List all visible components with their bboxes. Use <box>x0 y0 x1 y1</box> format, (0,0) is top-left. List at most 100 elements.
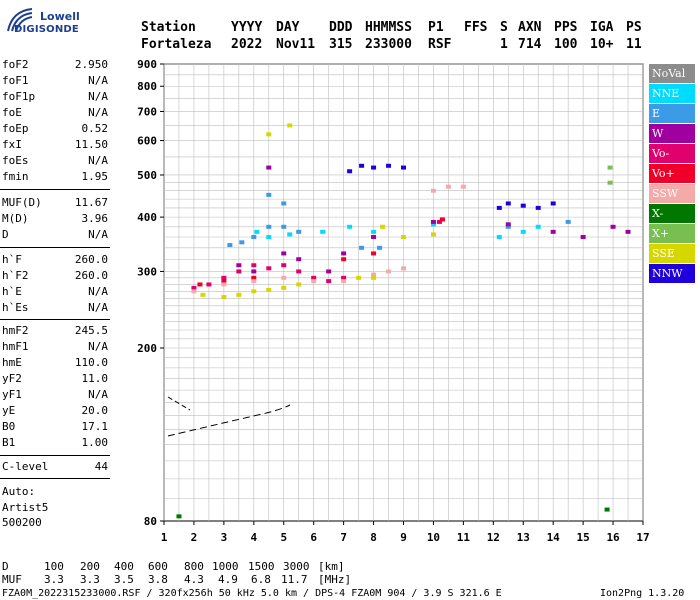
param-label: B0 <box>2 420 16 433</box>
y-tick-label: 900 <box>137 58 157 71</box>
echo-traces <box>176 123 631 519</box>
x-tick-label: 10 <box>427 531 440 544</box>
virtual-height-profile-line <box>167 404 291 437</box>
param-label: foEp <box>2 122 29 135</box>
header-iga-value: 10+ <box>590 37 614 52</box>
param-label: MUF(D) <box>2 196 42 209</box>
x-tick-label: 1 <box>161 531 168 544</box>
echo-point <box>281 285 287 290</box>
echo-point <box>287 123 293 128</box>
muf-value: 3.8 <box>148 573 168 586</box>
echo-point <box>430 222 436 227</box>
y-tick-label: 800 <box>137 80 157 93</box>
legend-item-x-plus: X+ <box>649 224 695 243</box>
param-row: B0 17.1 <box>2 419 108 435</box>
x-tick-label: 17 <box>636 531 649 544</box>
param-row: h`Es N/A <box>2 300 108 316</box>
echo-point <box>625 229 631 234</box>
distance-value: 600 <box>148 560 168 573</box>
auto-code: 500200 <box>2 516 42 529</box>
header-yyyy-label: YYYY <box>231 20 263 35</box>
echo-point <box>377 245 383 250</box>
echo-point <box>287 232 293 237</box>
param-row: yF2 11.0 <box>2 371 108 387</box>
series-vo- <box>191 219 442 290</box>
series-vo- <box>197 217 445 287</box>
panel-divider <box>0 319 110 320</box>
param-label: hmF1 <box>2 340 29 353</box>
x-tick-label: 4 <box>251 531 258 544</box>
legend-item-nnw: NNW <box>649 264 695 283</box>
header-station-label: Station <box>141 20 196 35</box>
param-value: 20.0 <box>81 404 109 417</box>
legend-item-vo-plus: Vo+ <box>649 164 695 183</box>
echo-point <box>221 275 227 280</box>
panel-divider <box>0 478 110 479</box>
header-p1-value: RSF <box>428 37 452 52</box>
series-e <box>227 192 571 250</box>
param-value: N/A <box>88 90 108 103</box>
header-day-value: Nov11 <box>276 37 316 52</box>
echo-point <box>565 219 571 224</box>
x-tick-label: 3 <box>221 531 228 544</box>
distance-value: 200 <box>80 560 100 573</box>
series-nnw <box>347 163 556 210</box>
param-label: fmin <box>2 170 29 183</box>
param-value: N/A <box>88 301 108 314</box>
param-value: 0.52 <box>81 122 109 135</box>
param-label: h`Es <box>2 301 29 314</box>
param-value: 11.50 <box>74 138 108 151</box>
echo-point <box>254 229 260 234</box>
distance-value: 100 <box>44 560 64 573</box>
legend-item-vo-minus: Vo- <box>649 144 695 163</box>
header-time-value: 233000 <box>365 37 412 52</box>
param-row: D N/A <box>2 227 108 243</box>
echo-point <box>580 235 586 240</box>
param-value: 2.950 <box>74 58 108 71</box>
y-tick-label: 500 <box>137 169 157 182</box>
echo-point <box>401 266 406 271</box>
param-row: foF1p N/A <box>2 89 108 105</box>
series-w <box>236 165 631 274</box>
echo-point <box>371 165 377 170</box>
echo-point <box>236 292 242 297</box>
echo-point <box>221 295 227 300</box>
logo-text-digisonde: DIGISONDE <box>14 24 79 35</box>
distance-value: 1000 <box>212 560 239 573</box>
distance-label: D <box>2 560 9 573</box>
header-ddd-value: 315 <box>329 37 353 52</box>
param-row: foF2 2.950 <box>2 57 108 73</box>
param-row: yE 20.0 <box>2 403 108 419</box>
param-label: fxI <box>2 138 22 151</box>
param-value: 260.0 <box>74 269 108 282</box>
header-day-label: DAY <box>276 20 300 35</box>
distance-unit: [km] <box>318 560 345 573</box>
param-label: h`F2 <box>2 269 29 282</box>
echo-point <box>436 219 442 224</box>
echo-point <box>347 169 353 174</box>
echo-point <box>347 224 353 229</box>
header-ps-label: PS <box>626 20 642 35</box>
echo-point <box>371 235 377 240</box>
echo-point <box>236 263 242 268</box>
param-value: N/A <box>88 74 108 87</box>
param-label: C-level <box>2 460 49 473</box>
echo-point <box>251 279 257 284</box>
param-value: 3.96 <box>81 212 109 225</box>
echo-point <box>266 165 272 170</box>
panel-divider <box>0 247 110 248</box>
echo-point <box>520 203 526 208</box>
header-pps-value: 100 <box>554 37 578 52</box>
param-label: foF1 <box>2 74 29 87</box>
echo-point <box>445 184 451 189</box>
param-value: 260.0 <box>74 253 108 266</box>
echo-point <box>359 245 365 250</box>
muf-label: MUF <box>2 573 22 586</box>
param-row: M(D) 3.96 <box>2 211 108 227</box>
legend-item-w: W <box>649 124 695 143</box>
echo-point <box>221 279 227 284</box>
param-label: foF2 <box>2 58 29 71</box>
echo-point <box>386 163 392 168</box>
legend-item-sse: SSE <box>649 244 695 263</box>
